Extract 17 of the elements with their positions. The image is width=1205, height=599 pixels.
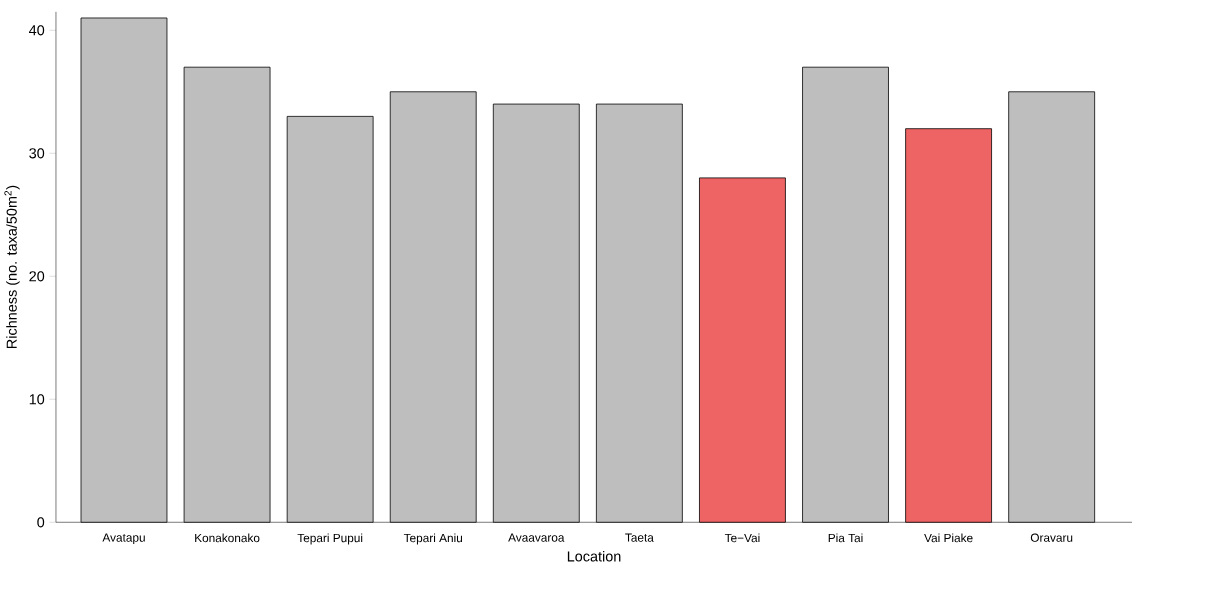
y-tick-label: 20 [29, 271, 45, 282]
x-tick-label: Konakonako [195, 533, 260, 543]
x-tick-label: Te−Vai [724, 533, 760, 543]
x-axis-title: Location [567, 550, 621, 562]
y-axis-title: Richness (no. taxa/50m$^{2}$) [4, 185, 20, 348]
x-tick-label: Tepari Aniu [403, 533, 462, 545]
x-tick-label: Tepari Pupui [297, 533, 363, 545]
x-tick-label: Taeta [625, 533, 654, 542]
y-tick-label: 10 [29, 394, 45, 405]
y-tick-label: 0 [37, 517, 45, 528]
y-tick-label: 40 [29, 25, 45, 36]
x-tick-label: Vai Piake [924, 533, 973, 543]
x-tick-label: Oravaru [1030, 533, 1073, 542]
x-tick-label: Avatapu [102, 533, 145, 545]
x-tick-label: Avaavaroa [508, 533, 565, 542]
y-tick-label: 30 [29, 148, 45, 159]
x-tick-label: Pia Tai [828, 533, 863, 543]
